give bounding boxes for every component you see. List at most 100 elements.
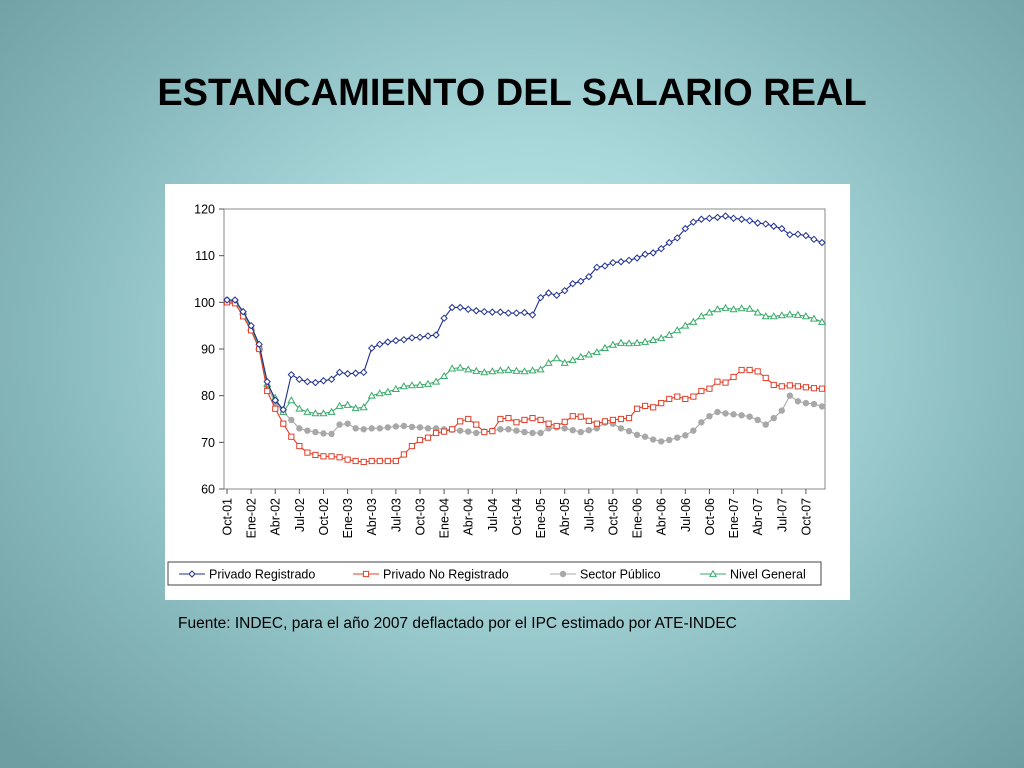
legend-marker [362, 570, 370, 578]
data-point [698, 387, 705, 395]
data-point [762, 374, 769, 382]
data-point [327, 407, 336, 415]
data-point [392, 423, 400, 430]
data-point [263, 377, 271, 386]
data-point [400, 335, 408, 344]
data-point [601, 418, 609, 425]
data-point [552, 354, 561, 362]
data-point [465, 415, 472, 423]
data-point [392, 457, 399, 465]
data-point [231, 296, 239, 304]
x-tick-label: Oct-03 [413, 498, 427, 536]
data-point [778, 407, 785, 414]
data-point [431, 377, 441, 385]
chart-legend: Privado Registrado Privado No Registrado S… [167, 561, 822, 586]
data-point [592, 348, 601, 356]
data-point [649, 335, 658, 344]
x-tick-label: Abr-07 [751, 498, 765, 536]
x-tick-label: Ene-04 [438, 498, 452, 538]
data-point [384, 424, 392, 431]
data-point [264, 387, 271, 395]
x-tick-label: Abr-02 [269, 498, 283, 536]
data-point [608, 340, 618, 348]
data-point [408, 423, 416, 431]
data-point [343, 370, 352, 378]
legend-marker [708, 569, 718, 577]
legend-marker [559, 570, 567, 578]
data-point [335, 401, 344, 409]
legend-label: Nivel General [730, 568, 806, 582]
data-point [569, 413, 576, 420]
data-point [737, 304, 746, 312]
data-point [818, 403, 826, 410]
data-point [738, 366, 745, 374]
data-point [666, 395, 673, 403]
data-point [352, 457, 359, 465]
x-tick-label: Abr-04 [462, 498, 476, 536]
data-point [753, 308, 762, 316]
series-layer [222, 212, 827, 466]
data-point [304, 427, 311, 434]
data-point [440, 428, 448, 435]
series-line [226, 300, 823, 414]
data-point [464, 305, 472, 314]
data-point [617, 258, 625, 266]
data-point [529, 429, 536, 437]
data-point [681, 321, 690, 329]
data-point [480, 307, 489, 316]
data-point [569, 279, 577, 288]
data-point [368, 344, 376, 352]
data-point [544, 358, 553, 366]
data-point [416, 333, 424, 342]
data-point [368, 457, 375, 465]
data-point [296, 425, 303, 432]
data-point [359, 368, 368, 377]
x-tick-label: Jul-05 [582, 498, 596, 532]
data-point [415, 380, 425, 388]
data-point [335, 368, 344, 377]
data-point [625, 256, 633, 265]
data-point [624, 339, 634, 347]
data-point [311, 378, 320, 387]
data-point [320, 453, 327, 460]
data-point [247, 321, 255, 330]
data-point [319, 409, 328, 417]
plot-border [223, 208, 826, 490]
data-point [560, 358, 569, 366]
data-point [407, 381, 416, 389]
data-point [376, 457, 383, 465]
data-point [448, 364, 457, 372]
x-tick-label: Oct-04 [510, 498, 524, 536]
data-point [674, 393, 681, 400]
data-point [721, 212, 730, 220]
data-point [633, 431, 641, 439]
data-point [465, 428, 472, 435]
data-point [689, 317, 698, 325]
data-point [705, 308, 714, 316]
data-point [778, 224, 786, 233]
series-privado-registrado [223, 212, 826, 414]
data-point [376, 340, 384, 349]
legend-label: Sector Público [580, 568, 661, 582]
data-point [400, 422, 408, 430]
data-point [456, 363, 465, 371]
data-point [769, 312, 778, 320]
x-tick-label: Abr-03 [365, 498, 379, 536]
data-point [729, 214, 738, 223]
data-point [794, 398, 802, 405]
data-point [633, 405, 641, 412]
data-point [681, 224, 690, 233]
data-point [818, 238, 826, 247]
data-point [423, 379, 433, 387]
data-point [754, 368, 761, 375]
data-point [504, 309, 513, 317]
data-point [344, 420, 351, 427]
data-point [682, 432, 689, 439]
data-point [762, 421, 769, 428]
legend-item: Privado No Registrado [353, 568, 509, 582]
data-point [537, 429, 544, 437]
x-tick-label: Abr-06 [655, 498, 669, 536]
data-point [577, 277, 585, 286]
data-point [721, 303, 730, 311]
data-point [585, 417, 592, 424]
